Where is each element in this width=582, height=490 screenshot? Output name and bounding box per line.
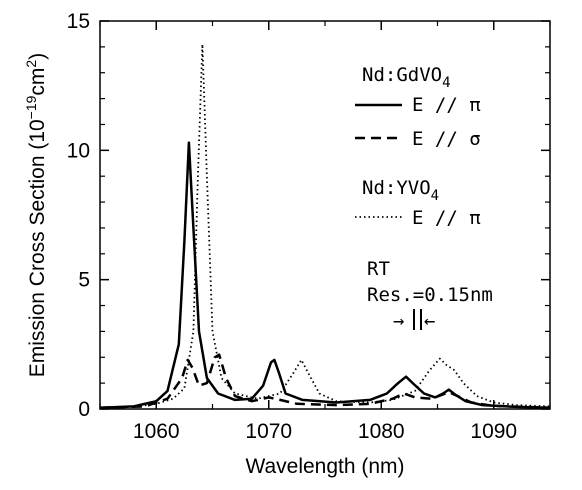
legend-label-gdvo4-pi: E // π bbox=[412, 94, 481, 116]
annotation-rt: RT bbox=[367, 258, 390, 280]
y-axis-title-unit-exp: 2 bbox=[23, 60, 39, 68]
legend-header-gdvo4-sub: 4 bbox=[442, 75, 450, 91]
y-tick-label-10: 10 bbox=[67, 139, 90, 162]
axis-ticks bbox=[99, 20, 551, 410]
y-axis-title-unit: cm bbox=[26, 68, 49, 96]
legend-header-yvo4-sub: 4 bbox=[431, 188, 439, 204]
legend-header-yvo4: Nd:YVO4 bbox=[362, 177, 439, 204]
x-tick-label-1070: 1070 bbox=[245, 420, 292, 443]
y-tick-label-15: 15 bbox=[67, 10, 90, 33]
x-axis-title: Wavelength (nm) bbox=[245, 455, 404, 478]
legend-header-gdvo4-base: Nd:GdVO bbox=[362, 64, 442, 86]
x-tick-label-1080: 1080 bbox=[358, 420, 405, 443]
y-axis-title-main: Emission Cross Section (10 bbox=[26, 119, 49, 377]
resolution-annotation: RT Res.=0.15nm → ← bbox=[367, 258, 493, 332]
legend-header-gdvo4: Nd:GdVO4 bbox=[362, 64, 451, 91]
annotation-arrow-left: → bbox=[393, 310, 404, 332]
series-line-solid bbox=[99, 141, 551, 409]
x-tick-label-1090: 1090 bbox=[470, 420, 517, 443]
annotation-arrow-right: ← bbox=[424, 310, 435, 332]
x-tick-label-1060: 1060 bbox=[133, 420, 180, 443]
y-axis-title: Emission Cross Section (10−19cm2) bbox=[23, 53, 49, 377]
tick-labels: 1060 1070 1080 1090 0 5 10 15 bbox=[67, 10, 517, 443]
legend-label-yvo4-pi: E // π bbox=[412, 207, 481, 229]
legend: Nd:GdVO4 E // π E // σ Nd:YVO4 E // π bbox=[355, 64, 481, 229]
legend-header-yvo4-base: Nd:YVO bbox=[362, 177, 431, 199]
series-line-dotted bbox=[99, 43, 551, 409]
legend-label-gdvo4-sigma: E // σ bbox=[412, 128, 481, 150]
y-tick-label-5: 5 bbox=[78, 269, 90, 292]
y-axis-title-close: ) bbox=[26, 53, 49, 60]
y-axis-title-exp: −19 bbox=[23, 95, 39, 119]
series-line-dashed bbox=[99, 353, 551, 409]
y-tick-label-0: 0 bbox=[78, 398, 90, 421]
series-group bbox=[99, 43, 551, 409]
annotation-resolution: Res.=0.15nm bbox=[367, 284, 493, 306]
